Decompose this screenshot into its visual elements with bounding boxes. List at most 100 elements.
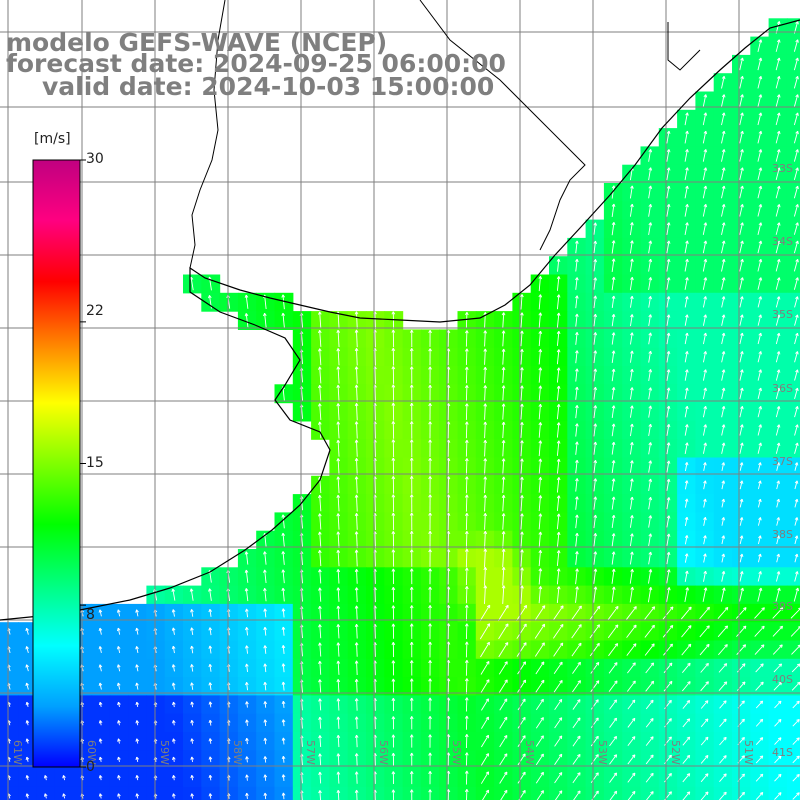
wind-arrow [465, 439, 469, 457]
wind-cell [786, 201, 800, 221]
wind-arrow [684, 258, 689, 272]
wind-cell [786, 36, 800, 56]
wind-arrow [318, 716, 322, 729]
wind-arrow [171, 609, 176, 617]
wind-arrow [593, 240, 598, 254]
wind-arrow [611, 478, 616, 492]
wind-arrow [666, 478, 671, 491]
wind-arrow [629, 515, 634, 528]
wind-arrow [281, 569, 286, 584]
wind-arrow [208, 645, 213, 654]
wind-arrow [62, 793, 66, 799]
wind-arrow [736, 625, 747, 637]
wind-arrow [775, 387, 781, 399]
wind-cell [18, 786, 38, 800]
wind-arrow [391, 623, 396, 639]
wind-arrow [464, 623, 469, 640]
wind-arrow [428, 697, 432, 712]
wind-arrow [645, 680, 655, 692]
wind-arrow [609, 735, 618, 747]
wind-arrow [772, 625, 784, 637]
wind-arrow [703, 535, 707, 545]
wind-arrow [483, 567, 488, 586]
wind-arrow [520, 403, 524, 420]
wind-arrow [755, 755, 764, 764]
wind-arrow [757, 424, 762, 436]
wind-arrow [538, 403, 543, 420]
wind-arrow [480, 641, 490, 658]
wind-arrow [666, 587, 671, 603]
wind-arrow [792, 773, 800, 782]
wind-arrow [793, 57, 799, 71]
wind-arrow [774, 755, 782, 764]
wind-arrow [629, 240, 634, 254]
wind-arrow [483, 348, 488, 365]
wind-arrow [336, 642, 341, 657]
wind-arrow [318, 605, 322, 620]
wind-arrow [757, 387, 762, 399]
wind-arrow [465, 494, 469, 512]
wind-arrow [630, 314, 634, 327]
wind-arrow [663, 662, 673, 674]
wind-arrow [590, 772, 599, 783]
wind-arrow [792, 737, 800, 745]
wind-arrow [793, 204, 799, 217]
border-line [667, 22, 701, 71]
wind-arrow [681, 643, 692, 656]
wind-arrow [98, 720, 103, 726]
wind-arrow [538, 550, 543, 567]
wind-arrow [190, 627, 194, 636]
wind-arrow [499, 698, 508, 711]
wind-arrow [336, 476, 341, 494]
wind-arrow [391, 605, 396, 621]
wind-arrow [721, 75, 726, 89]
wind-cell [146, 786, 166, 800]
wind-arrow [354, 458, 359, 476]
wind-arrow [572, 717, 581, 729]
wind-arrow [520, 585, 524, 604]
wind-arrow [702, 424, 707, 436]
wind-arrow [757, 185, 763, 199]
wind-arrow [593, 368, 598, 382]
wind-arrow [775, 369, 781, 381]
colorbar-tick-label: 30 [86, 151, 104, 167]
wind-arrow [520, 330, 524, 347]
wind-arrow [721, 553, 726, 563]
wind-arrow [575, 568, 579, 585]
wind-arrow [25, 664, 29, 672]
wind-arrow [354, 348, 359, 366]
wind-arrow [663, 680, 673, 692]
wind-arrow [428, 366, 432, 384]
wind-arrow [702, 185, 708, 199]
wind-arrow [135, 738, 140, 744]
wind-arrow [721, 130, 726, 144]
wind-arrow [772, 607, 784, 619]
wind-arrow [25, 646, 29, 653]
wind-arrow [794, 314, 799, 326]
latitude-label: 37S [772, 455, 793, 468]
wind-arrow [499, 735, 508, 748]
wind-arrow [336, 384, 341, 402]
wind-arrow [391, 678, 396, 694]
wind-arrow [757, 277, 763, 290]
wind-arrow [336, 624, 341, 639]
wind-arrow [629, 423, 634, 437]
wind-arrow [702, 222, 708, 235]
wind-arrow [556, 568, 561, 585]
wind-arrow [409, 549, 414, 567]
wind-arrow [117, 720, 121, 726]
wind-arrow [208, 756, 213, 763]
wind-arrow [700, 773, 709, 783]
wind-arrow [538, 458, 543, 475]
wind-arrow [263, 551, 267, 565]
wind-arrow [609, 754, 618, 765]
wind-arrow [572, 680, 581, 693]
wind-arrow [534, 642, 545, 657]
wind-arrow [590, 699, 599, 710]
wind-arrow [428, 789, 432, 800]
wind-arrow [281, 587, 286, 602]
wind-arrow [793, 75, 799, 89]
wind-arrow [318, 735, 322, 747]
wind-arrow [593, 533, 598, 547]
